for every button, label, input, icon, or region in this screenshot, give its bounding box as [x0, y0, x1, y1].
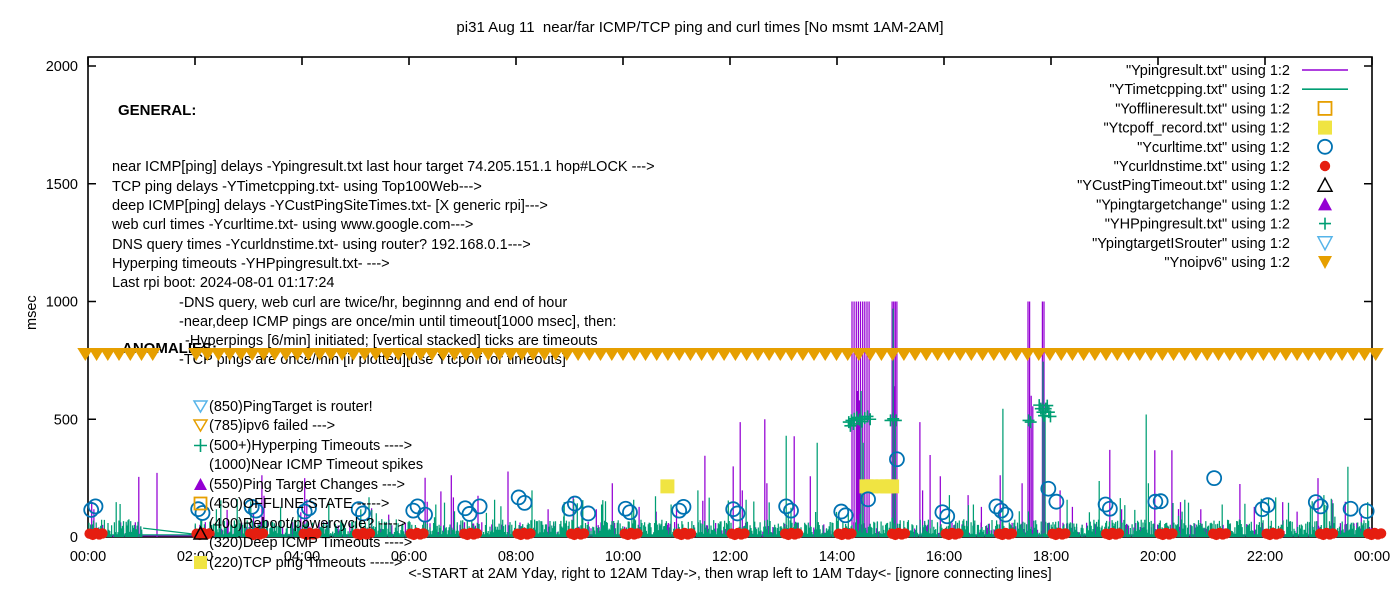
- x-tick-label: 18:00: [1033, 549, 1069, 565]
- x-tick-label: 12:00: [712, 549, 748, 565]
- anomaly-text: (400)Reboot/powercycle? ---->: [209, 515, 407, 532]
- legend-label: "Yofflineresult.txt" using 1:2: [1115, 101, 1290, 117]
- anomaly-item: (550)Ping Target Changes --->: [192, 476, 423, 496]
- y-axis-label: msec: [24, 295, 40, 330]
- general-line: TCP ping delays -YTimetcpping.txt- using…: [112, 178, 482, 195]
- series-tcpoff-record: [660, 479, 900, 494]
- general-line: Hyperping timeouts -YHPpingresult.txt- -…: [112, 255, 390, 272]
- general-line: Last rpi boot: 2024-08-01 01:17:24: [112, 275, 335, 292]
- x-tick-label: 00:00: [70, 549, 106, 565]
- general-line: deep ICMP[ping] delays -YCustPingSiteTim…: [112, 198, 548, 215]
- chart-title: pi31 Aug 11 near/far ICMP/TCP ping and c…: [456, 19, 944, 36]
- legend-label: "Ynoipv6" using 1:2: [1164, 255, 1290, 271]
- x-tick-label: 08:00: [498, 549, 534, 565]
- x-tick-label: 20:00: [1140, 549, 1176, 565]
- legend-label: "YCustPingTimeout.txt" using 1:2: [1077, 178, 1290, 194]
- y-tick-label: 2000: [46, 59, 78, 75]
- legend-label: "Ycurltime.txt" using 1:2: [1137, 140, 1290, 156]
- y-tick-label: 0: [70, 530, 78, 546]
- y-tick-label: 1000: [46, 295, 78, 311]
- x-axis-label: <-START at 2AM Yday, right to 12AM Tday-…: [408, 566, 1052, 582]
- anomaly-text: (450)OFFLINE STATE ----->: [209, 496, 390, 512]
- anomaly-text: (500+)Hyperping Timeouts ---->: [209, 437, 413, 454]
- general-line: DNS query times -Ycurldnstime.txt- using…: [112, 236, 531, 253]
- triangle-open-icon: [192, 525, 209, 541]
- legend-label: "Ypingtargetchange" using 1:2: [1096, 197, 1290, 213]
- anomaly-item: (220)TCP ping Timeouts ----->: [192, 554, 423, 574]
- anomalies-annotation-block: ANOMALIES: (850)PingTarget is router! (78…: [122, 300, 423, 573]
- anomaly-item: (850)PingTarget is router!: [192, 398, 423, 418]
- anomaly-item: (400)Reboot/powercycle? ---->: [192, 515, 423, 535]
- anomaly-item: (1000)Near ICMP Timeout spikes: [192, 456, 423, 476]
- no-icon: [192, 456, 209, 472]
- anomaly-text: (550)Ping Target Changes --->: [209, 476, 405, 493]
- anomaly-text: (1000)Near ICMP Timeout spikes: [209, 457, 424, 473]
- anomaly-text: (785)ipv6 failed --->: [209, 418, 336, 434]
- legend: "Ypingresult.txt" using 1:2 "YTimetcpping…: [1077, 63, 1348, 271]
- anomaly-text: (850)PingTarget is router!: [209, 398, 373, 415]
- y-tick-label: 500: [54, 412, 78, 428]
- general-line: web curl times -Ycurltime.txt- using www…: [112, 217, 474, 234]
- anomaly-text: (320)Deep ICMP Timeouts ---->: [209, 535, 413, 551]
- x-tick-label: 10:00: [605, 549, 641, 565]
- x-tick-label: 14:00: [819, 549, 855, 565]
- legend-label: "Ypingresult.txt" using 1:2: [1126, 63, 1290, 79]
- anomaly-text: (220)TCP ping Timeouts ----->: [209, 554, 403, 571]
- legend-label: "YHPpingresult.txt" using 1:2: [1105, 217, 1290, 233]
- anomalies-heading: ANOMALIES:: [122, 340, 217, 357]
- legend-label: "Ycurldnstime.txt" using 1:2: [1114, 159, 1290, 175]
- anomaly-item: (450)OFFLINE STATE ----->: [192, 495, 423, 515]
- general-heading: GENERAL:: [118, 101, 197, 119]
- legend-label: "Ytcpoff_record.txt" using 1:2: [1103, 121, 1290, 137]
- y-tick-label: 1500: [46, 177, 78, 193]
- plus-icon: [192, 437, 209, 453]
- square-open-icon: [192, 495, 209, 511]
- legend-label: "YTimetcpping.txt" using 1:2: [1109, 82, 1290, 98]
- triangle-down-open-icon: [192, 417, 209, 433]
- triangle-down-open-icon: [192, 398, 209, 414]
- triangle-filled-icon: [192, 476, 209, 492]
- anomaly-item: (785)ipv6 failed --->: [192, 417, 423, 437]
- legend-label: "YpingtargetISrouter" using 1:2: [1092, 236, 1290, 252]
- series-hyperping: [842, 399, 1057, 432]
- general-line: near ICMP[ping] delays -Ypingresult.txt …: [112, 159, 655, 176]
- x-tick-label: 00:00: [1354, 549, 1390, 565]
- square-filled-icon: [192, 554, 209, 570]
- x-tick-label: 22:00: [1247, 549, 1283, 565]
- anomaly-item: (320)Deep ICMP Timeouts ---->: [192, 525, 423, 554]
- anomaly-item: (500+)Hyperping Timeouts ---->: [192, 437, 423, 457]
- x-tick-label: 16:00: [926, 549, 962, 565]
